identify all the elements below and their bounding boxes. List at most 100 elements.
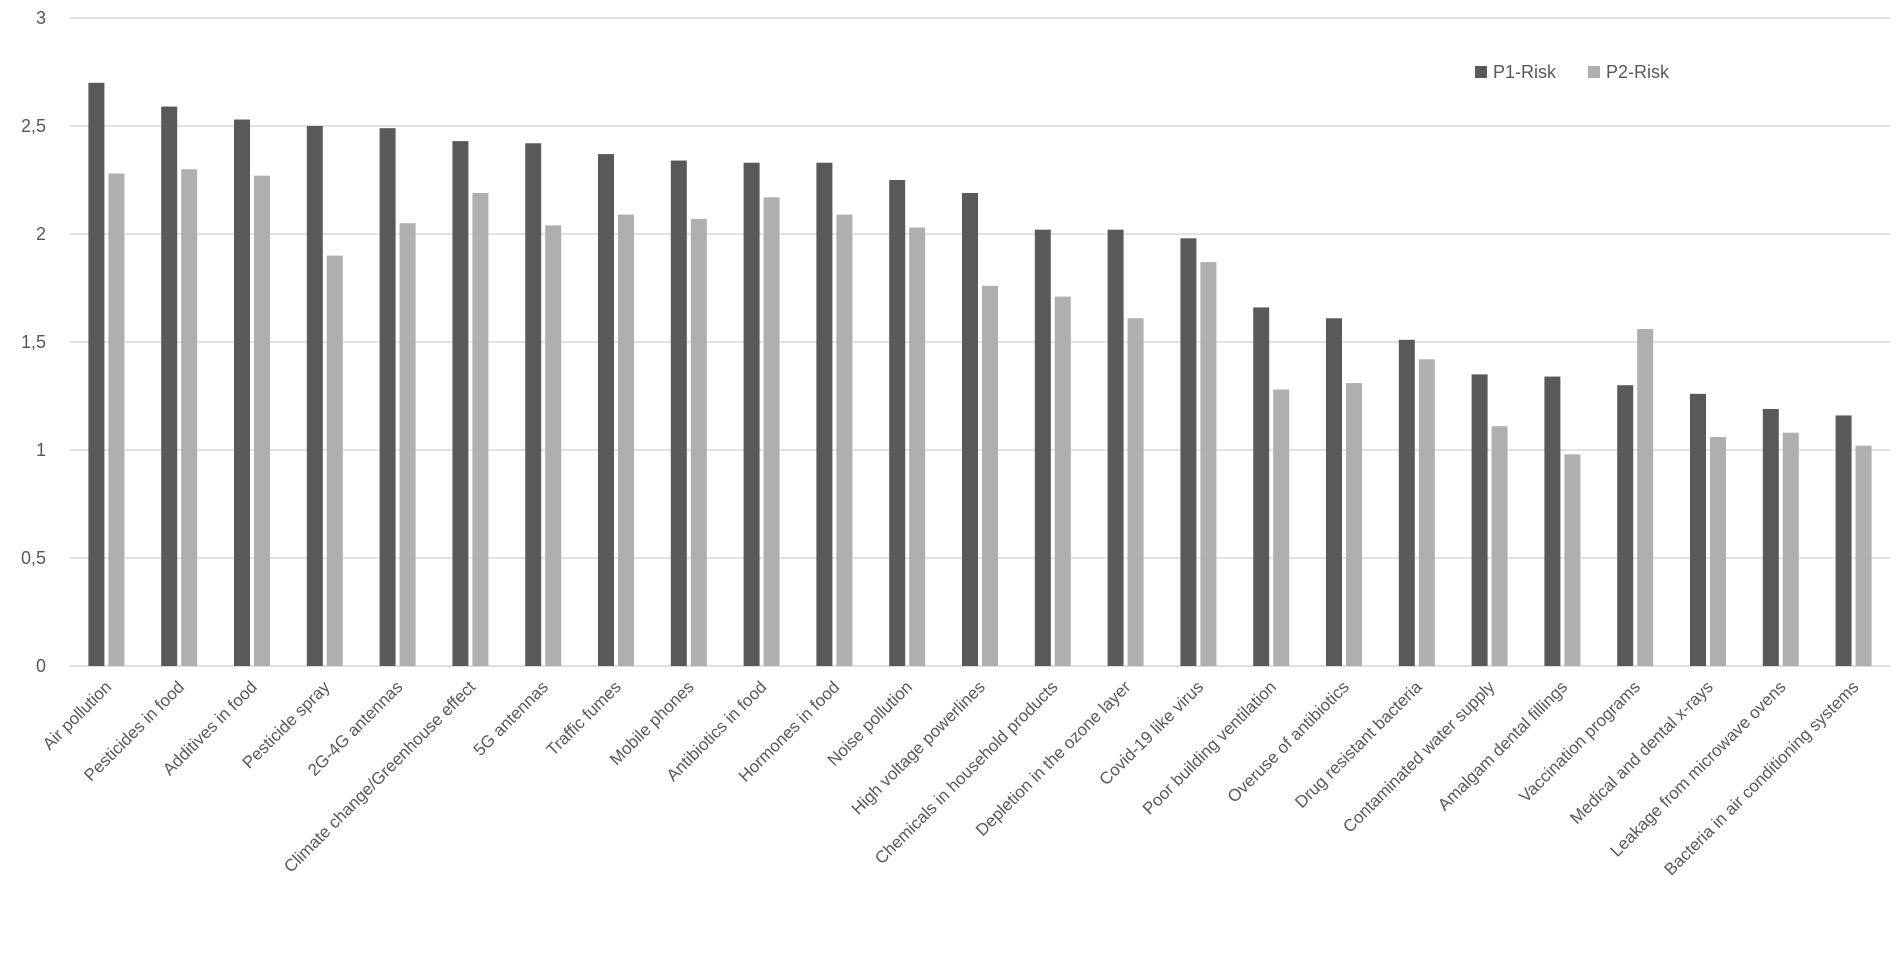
category-bar-group xyxy=(1690,393,1726,666)
bar-p2-risk xyxy=(254,175,270,666)
bar-p1-risk xyxy=(1544,376,1561,666)
bar-p2-risk xyxy=(1637,329,1654,666)
y-axis-ticks: 0 0,5 1 1,5 2 2,5 3 xyxy=(21,8,46,676)
bar-p2-risk xyxy=(1127,318,1144,666)
x-category-label: Poor building ventilation xyxy=(1139,677,1280,818)
category-bar-group xyxy=(525,143,562,667)
category-bar-group xyxy=(88,82,125,667)
bar-p2-risk xyxy=(1855,445,1872,666)
bar-p1-risk xyxy=(1107,229,1124,666)
bar-p1-risk xyxy=(525,143,542,666)
y-tick-label: 2 xyxy=(36,224,46,244)
bar-p2-risk xyxy=(1491,426,1508,666)
bar-p1-risk xyxy=(234,119,250,666)
bar-p2-risk xyxy=(982,285,998,666)
category-bar-group xyxy=(452,141,489,666)
bar-p1-risk xyxy=(1762,408,1779,666)
category-bar-group xyxy=(743,162,780,666)
x-category-label: Traffic fumes xyxy=(543,677,625,759)
legend-swatch-p1-risk xyxy=(1475,66,1487,78)
bar-p1-risk xyxy=(743,162,760,666)
category-bar-group xyxy=(1107,229,1144,666)
y-tick-label: 1,5 xyxy=(21,332,46,352)
bar-p2-risk xyxy=(690,218,707,666)
bar-p1-risk xyxy=(598,154,614,666)
legend-label-p1-risk: P1-Risk xyxy=(1493,62,1557,82)
bars xyxy=(88,82,1872,667)
bar-p1-risk xyxy=(452,141,469,666)
bar-p2-risk xyxy=(1200,262,1217,666)
legend: P1-Risk P2-Risk xyxy=(1475,62,1670,82)
bar-p2-risk xyxy=(909,227,926,666)
bar-p2-risk xyxy=(618,214,634,666)
bar-p1-risk xyxy=(962,192,978,666)
category-bar-group xyxy=(1253,307,1290,666)
bar-p1-risk xyxy=(1617,385,1634,666)
x-category-label: Medical and dental x-rays xyxy=(1566,677,1716,827)
bar-p2-risk xyxy=(1054,296,1071,666)
category-bar-group xyxy=(670,160,707,666)
category-bar-group xyxy=(1835,415,1872,666)
category-bar-group xyxy=(816,162,853,666)
bar-p1-risk xyxy=(1326,318,1342,666)
category-bar-group xyxy=(234,119,270,666)
legend-swatch-p2-risk xyxy=(1588,66,1600,78)
category-bar-group xyxy=(1034,229,1071,666)
x-category-label: Drug resistant bacteria xyxy=(1291,677,1426,812)
x-category-label: 5G antennas xyxy=(470,677,552,759)
bar-p1-risk xyxy=(1180,238,1197,666)
legend-label-p2-risk: P2-Risk xyxy=(1606,62,1670,82)
category-bar-group xyxy=(598,154,634,666)
category-bar-group xyxy=(1762,408,1799,666)
y-tick-label: 0,5 xyxy=(21,548,46,568)
category-bar-group xyxy=(1180,238,1217,666)
bar-p2-risk xyxy=(1782,432,1799,666)
category-bar-group xyxy=(889,180,926,666)
y-tick-label: 2,5 xyxy=(21,116,46,136)
bar-p2-risk xyxy=(763,197,780,666)
bar-p2-risk xyxy=(399,223,416,666)
bar-p1-risk xyxy=(816,162,833,666)
category-bar-group xyxy=(1398,339,1435,666)
bar-p2-risk xyxy=(1710,437,1726,666)
category-bar-group xyxy=(1326,318,1362,666)
bar-p2-risk xyxy=(1564,454,1581,666)
bar-p2-risk xyxy=(181,169,198,666)
x-category-label: Overuse of antibiotics xyxy=(1224,677,1353,806)
category-bar-group xyxy=(306,126,343,666)
y-tick-label: 1 xyxy=(36,440,46,460)
bar-p2-risk xyxy=(108,173,125,666)
bar-p1-risk xyxy=(889,180,906,666)
category-bar-group xyxy=(962,192,998,666)
x-category-label: Contaminated water supply xyxy=(1339,677,1498,836)
bar-p1-risk xyxy=(306,126,323,666)
category-bar-group xyxy=(379,128,416,666)
bar-p1-risk xyxy=(1835,415,1852,666)
gridlines xyxy=(70,17,1890,667)
bar-p1-risk xyxy=(1253,307,1270,666)
x-category-label: Air pollution xyxy=(39,677,115,753)
bar-p1-risk xyxy=(1471,374,1488,666)
x-category-label: High voltage powerlines xyxy=(848,677,989,818)
x-category-label: Vaccination programs xyxy=(1515,677,1644,806)
y-tick-label: 3 xyxy=(36,8,46,28)
bar-p1-risk xyxy=(670,160,687,666)
bar-p2-risk xyxy=(1418,359,1435,666)
x-category-label: Amalgam dental fillings xyxy=(1434,677,1571,814)
bar-p2-risk xyxy=(1346,383,1362,666)
bar-p1-risk xyxy=(161,106,178,666)
category-bar-group xyxy=(1617,329,1654,666)
bar-p2-risk xyxy=(836,214,853,666)
bar-p1-risk xyxy=(88,82,105,667)
bar-p1-risk xyxy=(1398,339,1415,666)
bar-p2-risk xyxy=(1273,389,1290,666)
bar-p1-risk xyxy=(1034,229,1051,666)
bar-p2-risk xyxy=(545,225,562,667)
bar-p1-risk xyxy=(1690,393,1706,666)
x-category-label: Depletion in the ozone layer xyxy=(972,677,1135,840)
category-bar-group xyxy=(161,106,198,666)
y-tick-label: 0 xyxy=(36,656,46,676)
